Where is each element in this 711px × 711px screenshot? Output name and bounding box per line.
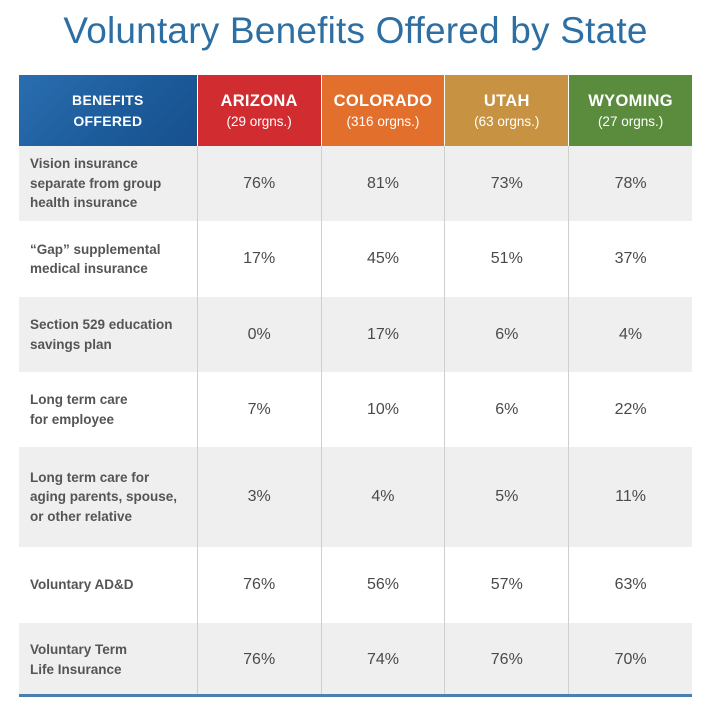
header-state-arizona: ARIZONA (29 orgns.) [196, 75, 321, 146]
table-row: Section 529 education savings plan 0% 17% 6%… [19, 297, 692, 372]
row-label: Voluntary AD&D [19, 547, 197, 623]
row-label-line: Section 529 education [30, 317, 173, 332]
value-cell-wyoming: 78% [568, 146, 692, 221]
row-label: Voluntary Term Life Insurance [19, 623, 197, 696]
state-org-count: (29 orgns.) [226, 114, 292, 129]
state-name: UTAH [483, 92, 530, 110]
row-label: Vision insurance separate from group healt… [19, 146, 197, 221]
value-cell-colorado: 81% [320, 146, 445, 221]
value-cell-utah: 57% [444, 547, 568, 623]
row-label-line: Long term care [30, 392, 128, 407]
value-cell-arizona: 76% [196, 623, 321, 696]
value-cell-wyoming: 22% [568, 372, 692, 447]
table-row: Vision insurance separate from group healt… [19, 146, 692, 221]
value-cell-utah: 5% [444, 447, 568, 547]
row-label: Long term care for aging parents, spouse,… [19, 447, 197, 547]
row-label: Section 529 education savings plan [19, 297, 197, 372]
value-cell-colorado: 10% [320, 372, 445, 447]
row-label-text: Vision insurance separate from group healt… [30, 154, 161, 213]
value-cell-colorado: 45% [320, 221, 445, 297]
header-state-colorado: COLORADO (316 orgns.) [320, 75, 445, 146]
row-label-line: aging parents, spouse, [30, 489, 178, 505]
row-label-text: Voluntary AD&D [30, 575, 134, 595]
table-row: Voluntary AD&D 76% 56% 57% 63% [19, 547, 692, 623]
benefits-table: BENEFITS OFFERED ARIZONA (29 orgns.) COL… [19, 75, 692, 696]
header-label-line: BENEFITS [72, 91, 144, 108]
value-cell-arizona: 76% [196, 547, 321, 623]
row-label-text: “Gap” supplemental medical insurance [30, 240, 161, 279]
row-label-line: Life Insurance [30, 661, 122, 677]
value-cell-arizona: 3% [196, 447, 321, 547]
state-org-count: (63 orgns.) [474, 114, 540, 129]
row-label-line: Long term care for [30, 469, 150, 485]
table-row: “Gap” supplemental medical insurance 17% 45… [19, 221, 692, 297]
row-label-line: medical insurance [30, 261, 148, 276]
row-label-line: “Gap” supplemental [30, 241, 161, 257]
value-cell-utah: 73% [444, 146, 568, 221]
row-label-text: Voluntary Term Life Insurance [30, 640, 127, 679]
table-row: Long term care for aging parents, spouse,… [19, 447, 692, 547]
row-label-line: Voluntary AD&D [30, 577, 134, 593]
table-body: Vision insurance separate from group healt… [19, 146, 692, 696]
state-name: ARIZONA [220, 92, 298, 110]
value-cell-utah: 51% [444, 221, 568, 297]
value-cell-wyoming: 37% [568, 221, 692, 297]
row-label-line: for employee [30, 411, 115, 427]
row-label-line: or other relative [30, 508, 133, 524]
row-label-text: Long term care for aging parents, spouse,… [30, 468, 177, 527]
value-cell-arizona: 7% [196, 372, 321, 447]
value-cell-arizona: 0% [196, 297, 321, 372]
state-name: WYOMING [588, 92, 673, 110]
value-cell-wyoming: 70% [568, 623, 692, 696]
row-label-line: savings plan [30, 336, 112, 352]
row-label-line: Voluntary Term [30, 642, 128, 657]
header-state-utah: UTAH (63 orgns.) [444, 75, 569, 146]
state-org-count: (27 orgns.) [597, 114, 664, 129]
table-row: Long term care for employee 7% 10% 6% 22% [19, 372, 692, 447]
value-cell-colorado: 56% [320, 547, 445, 623]
value-cell-wyoming: 63% [568, 547, 692, 623]
value-cell-colorado: 74% [320, 623, 445, 696]
row-label: “Gap” supplemental medical insurance [19, 221, 197, 297]
value-cell-utah: 6% [444, 372, 568, 447]
row-label-line: separate from group [30, 175, 162, 191]
header-benefits-offered: BENEFITS OFFERED [19, 75, 197, 146]
row-label-line: Vision insurance [30, 156, 138, 172]
value-cell-wyoming: 11% [568, 447, 692, 547]
row-label: Long term care for employee [19, 372, 197, 447]
header-state-wyoming: WYOMING (27 orgns.) [568, 75, 692, 146]
state-name: COLORADO [333, 92, 433, 110]
value-cell-arizona: 17% [196, 221, 321, 297]
row-label-text: Section 529 education savings plan [30, 315, 173, 354]
table-bottom-rule [19, 694, 692, 697]
row-label-text: Long term care for employee [30, 390, 128, 429]
value-cell-wyoming: 4% [568, 297, 692, 372]
value-cell-colorado: 4% [320, 447, 445, 547]
chart-title: Voluntary Benefits Offered by State [63, 10, 648, 51]
value-cell-utah: 6% [444, 297, 568, 372]
header-label-line: OFFERED [73, 112, 143, 129]
value-cell-arizona: 76% [196, 146, 321, 221]
state-org-count: (316 orgns.) [346, 114, 420, 129]
value-cell-utah: 76% [444, 623, 568, 696]
header-row: BENEFITS OFFERED ARIZONA (29 orgns.) COL… [19, 75, 692, 146]
value-cell-colorado: 17% [320, 297, 445, 372]
table-row: Voluntary Term Life Insurance 76% 74% 76% 70% [19, 623, 692, 696]
row-label-line: health insurance [30, 195, 138, 211]
